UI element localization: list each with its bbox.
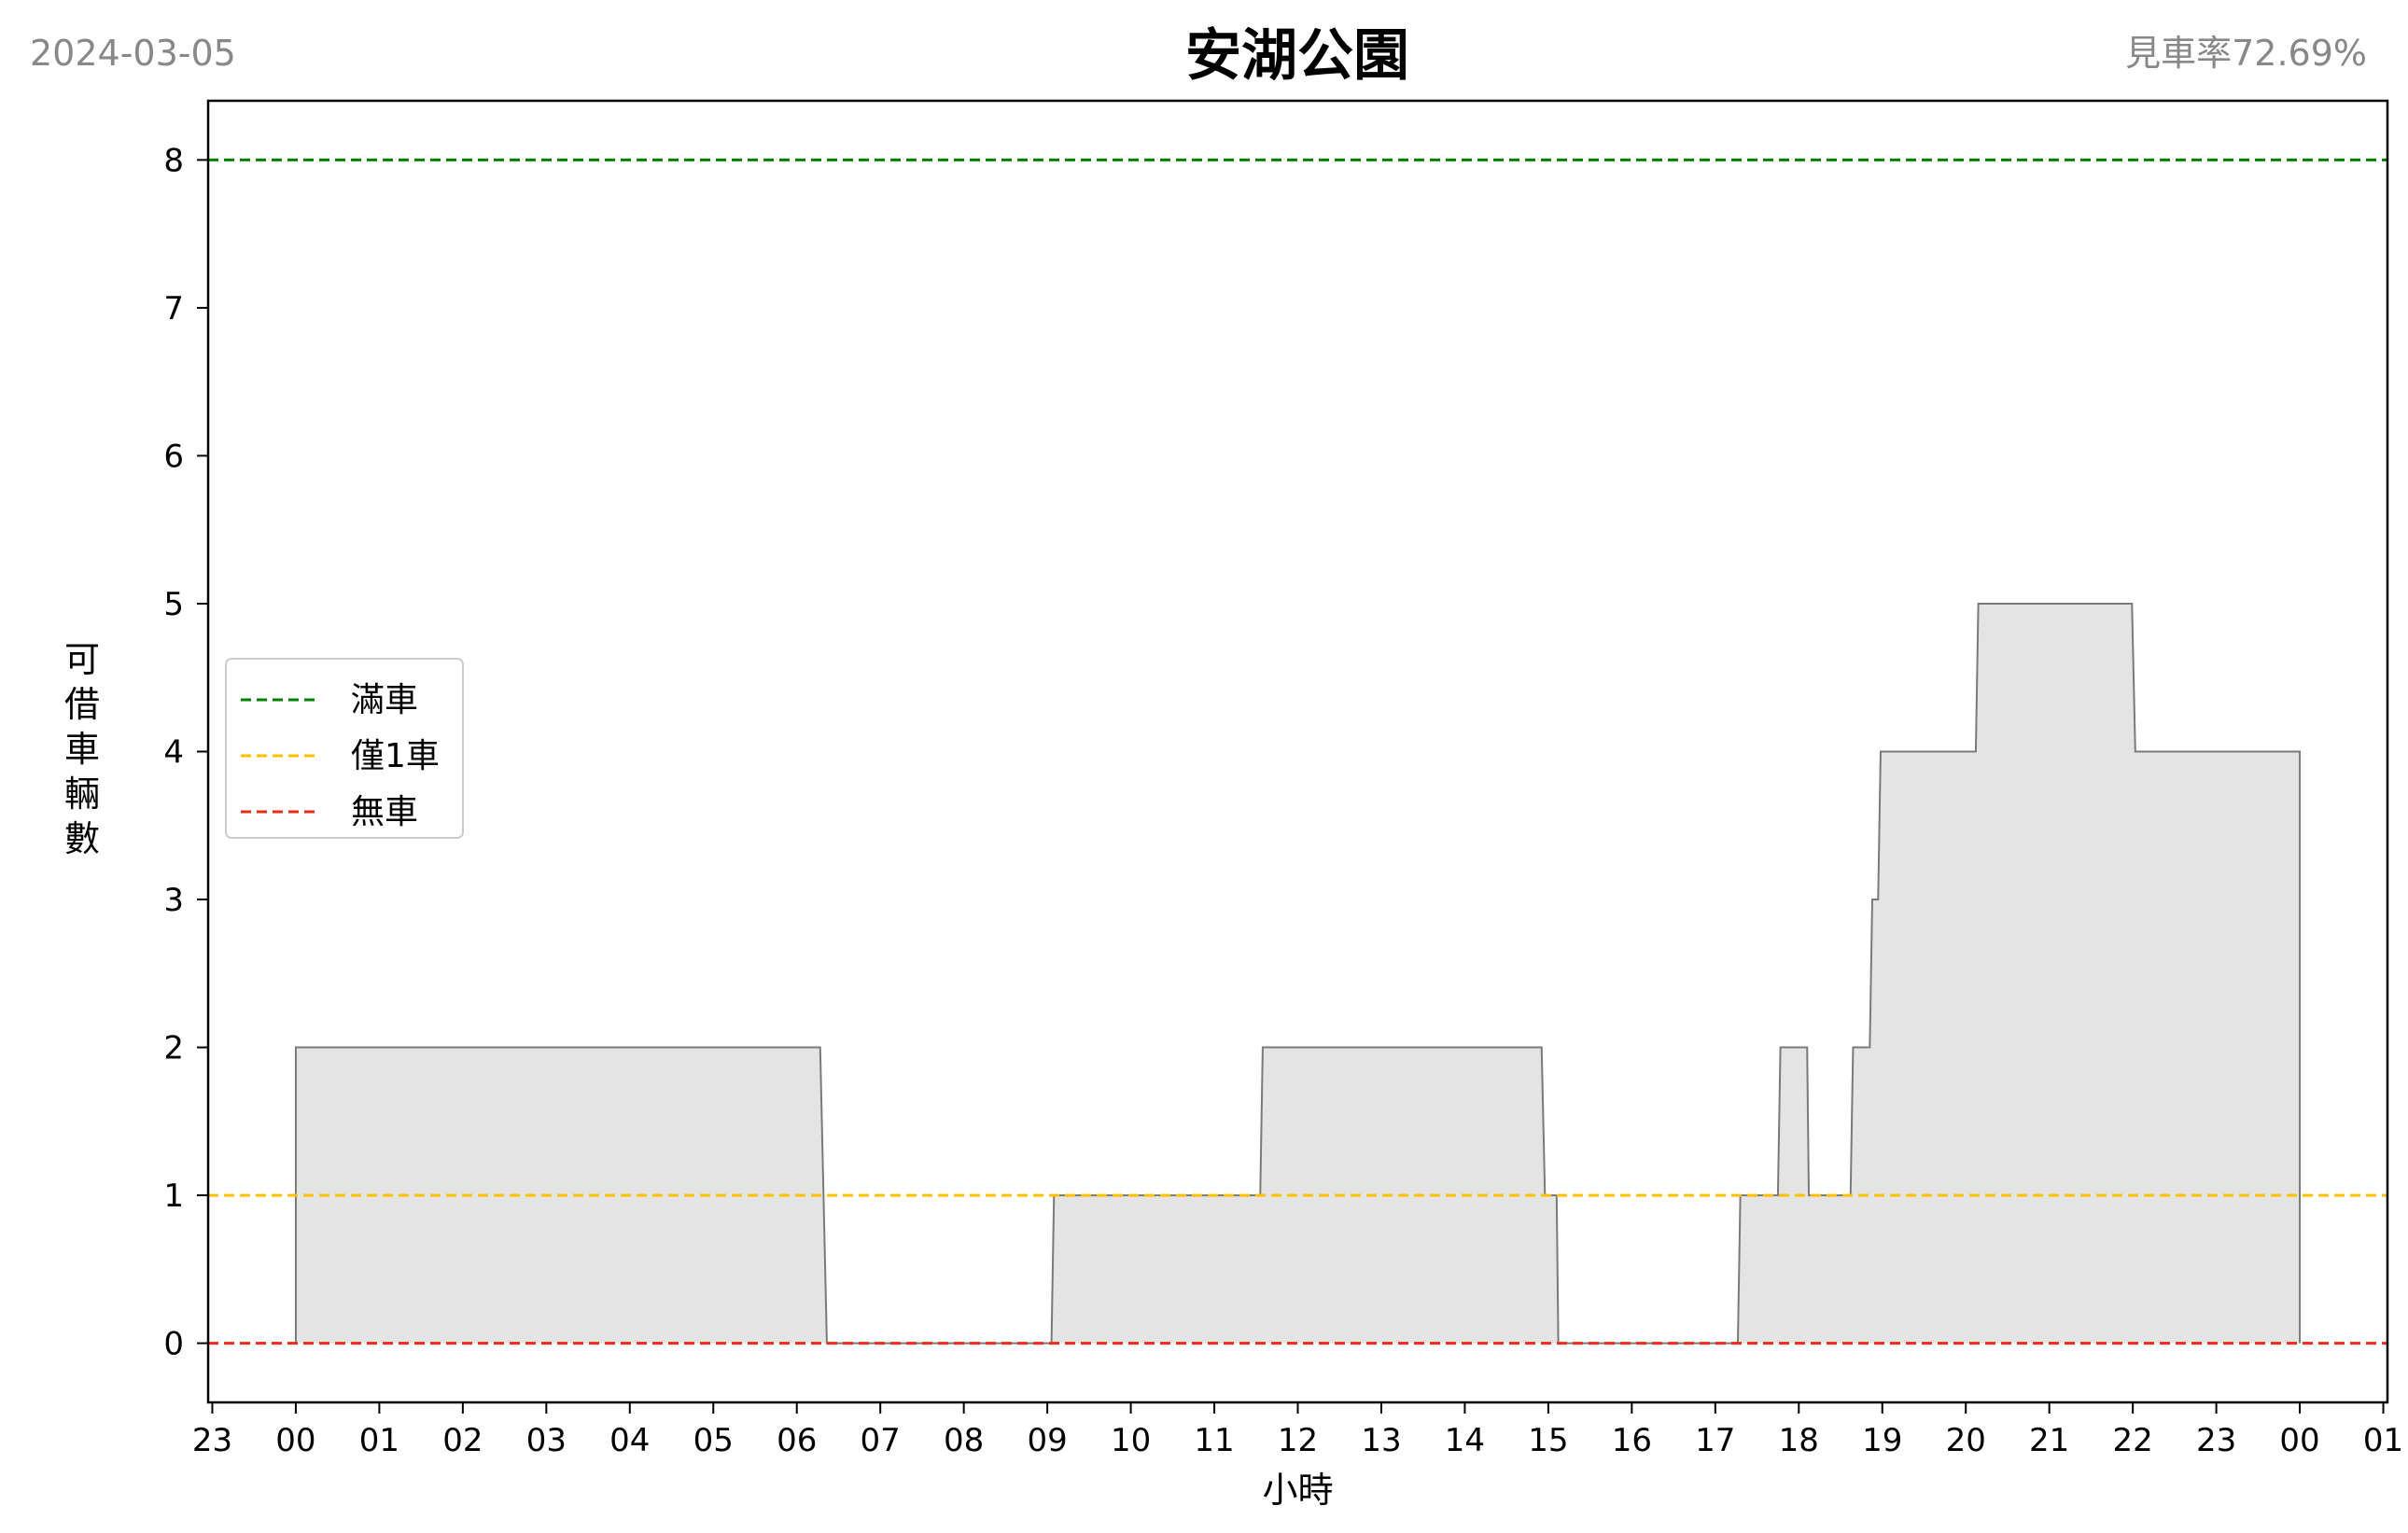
y-tick-label: 0 <box>163 1326 184 1363</box>
chart-title: 安湖公園 <box>1185 23 1409 89</box>
availability-rate-label: 見車率72.69% <box>2125 33 2367 74</box>
x-tick-label: 16 <box>1612 1422 1652 1459</box>
x-tick-label: 02 <box>442 1422 483 1459</box>
x-tick-label: 11 <box>1194 1422 1234 1459</box>
x-tick-label: 21 <box>2029 1422 2069 1459</box>
x-tick-label: 09 <box>1027 1422 1067 1459</box>
x-tick-label: 04 <box>609 1422 650 1459</box>
reference-lines <box>208 158 2387 1345</box>
x-tick-label: 12 <box>1278 1422 1318 1459</box>
y-tick-label: 7 <box>163 290 184 328</box>
legend-label: 無車 <box>351 793 418 831</box>
legend-box <box>225 658 464 839</box>
y-tick-label: 1 <box>163 1178 184 1215</box>
x-tick-label: 20 <box>1946 1422 1986 1459</box>
x-axis: 23 00 01 02 03 04 05 06 07 08 09 10 11 12 13 14 15 16 17 18… <box>192 1402 2403 1459</box>
x-tick-label: 10 <box>1111 1422 1151 1459</box>
y-tick-label: 2 <box>163 1030 184 1067</box>
y-axis-label: 可借車輛數 <box>64 639 100 859</box>
x-axis-label: 小時 <box>1262 1470 1333 1511</box>
x-tick-label: 05 <box>693 1422 734 1459</box>
y-axis: 0 1 2 3 4 5 6 7 8 <box>163 142 208 1363</box>
y-tick-label: 5 <box>163 586 184 623</box>
x-tick-label: 08 <box>944 1422 984 1459</box>
x-tick-label: 03 <box>526 1422 567 1459</box>
x-tick-label: 17 <box>1695 1422 1735 1459</box>
x-tick-label: 01 <box>359 1422 399 1459</box>
x-tick-label: 23 <box>192 1422 232 1459</box>
plot-area <box>206 99 2389 1404</box>
x-tick-label: 14 <box>1445 1422 1485 1459</box>
x-tick-label: 07 <box>861 1422 901 1459</box>
y-tick-label: 8 <box>163 142 184 179</box>
x-tick-label: 13 <box>1361 1422 1401 1459</box>
x-tick-label: 00 <box>2279 1422 2319 1459</box>
x-tick-label: 00 <box>275 1422 315 1459</box>
y-tick-label: 3 <box>163 882 184 919</box>
y-tick-label: 6 <box>163 438 184 475</box>
x-tick-label: 01 <box>2363 1422 2403 1459</box>
legend-label: 滿車 <box>351 681 418 719</box>
x-tick-label: 19 <box>1862 1422 1902 1459</box>
legend-label: 僅1車 <box>351 737 440 775</box>
x-tick-label: 15 <box>1528 1422 1568 1459</box>
x-tick-label: 06 <box>777 1422 817 1459</box>
date-label: 2024-03-05 <box>30 33 236 74</box>
x-tick-label: 23 <box>2196 1422 2236 1459</box>
availability-area <box>295 603 2301 1344</box>
y-tick-label: 4 <box>163 734 184 772</box>
x-tick-label: 22 <box>2113 1422 2153 1459</box>
x-tick-label: 18 <box>1779 1422 1819 1459</box>
